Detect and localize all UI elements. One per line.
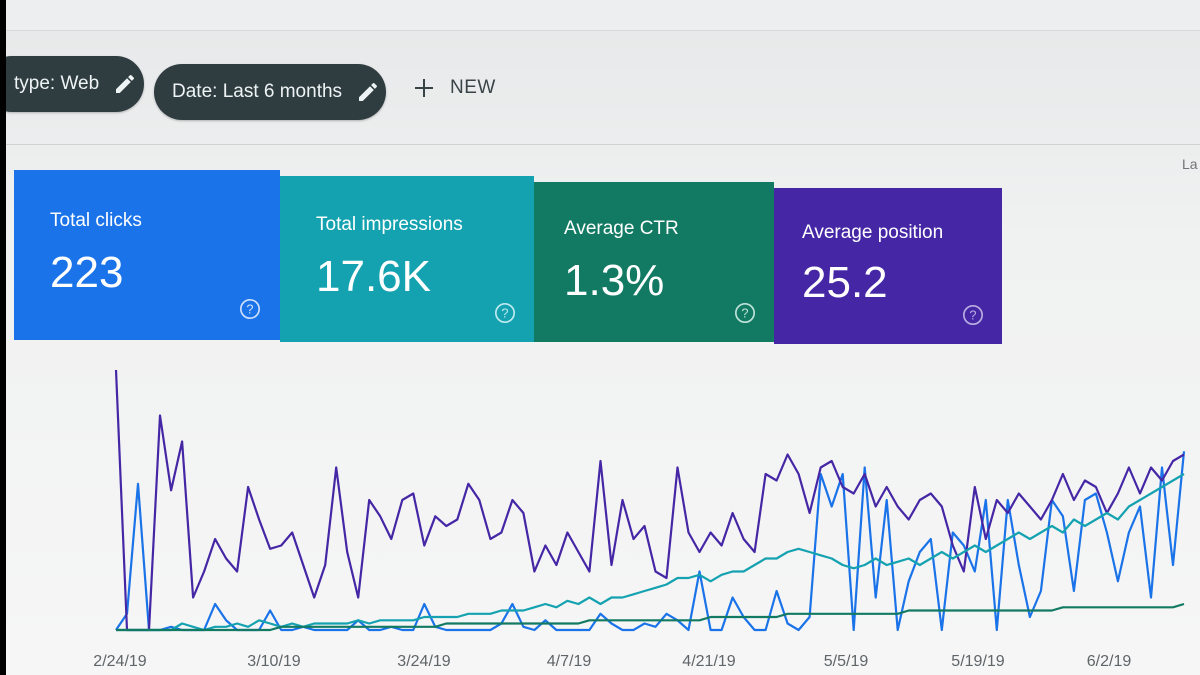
x-tick-label: 4/7/19 (547, 653, 592, 670)
last-updated-text: La (1182, 156, 1198, 172)
svg-text:?: ? (741, 306, 748, 321)
metric-label: Total clicks (50, 210, 142, 231)
svg-text:?: ? (969, 308, 976, 323)
x-tick-label: 4/21/19 (682, 653, 735, 670)
help-circle-icon[interactable]: ? (494, 302, 516, 324)
search-type-chip[interactable]: type: Web (6, 56, 144, 112)
toolbar-divider (6, 144, 1200, 145)
pencil-icon[interactable] (113, 72, 137, 96)
series-line-3 (116, 602, 1185, 632)
metric-cards: Total clicks 223 ? Total impressions 17.… (14, 170, 1014, 346)
help-circle-icon[interactable]: ? (962, 304, 984, 326)
metric-value: 223 (50, 248, 124, 297)
metric-value: 1.3% (564, 256, 665, 305)
x-tick-label: 6/2/19 (1087, 653, 1132, 670)
x-tick-label: 2/24/19 (93, 653, 146, 670)
performance-chart-svg: 2/24/19 3/10/19 3/24/19 4/7/19 4/21/19 5/5/19… (93, 369, 1186, 670)
new-filter-label: NEW (450, 77, 496, 98)
series-line-2 (116, 473, 1185, 632)
series-line-1 (114, 369, 1185, 632)
metric-value: 25.2 (802, 258, 888, 307)
filter-toolbar: type: Web Date: Last 6 months NEW La (6, 52, 1200, 172)
metric-label: Average CTR (564, 218, 679, 239)
metric-card-total-impressions[interactable]: Total impressions 17.6K ? (280, 176, 534, 342)
svg-text:?: ? (246, 302, 253, 317)
metric-value: 17.6K (316, 252, 431, 301)
series-line-0 (115, 451, 1186, 632)
pencil-icon[interactable] (356, 80, 380, 104)
new-filter-button[interactable]: NEW (412, 76, 496, 100)
metric-card-average-ctr[interactable]: Average CTR 1.3% ? (534, 182, 774, 342)
metric-label: Average position (802, 222, 944, 243)
top-bar (6, 0, 1200, 31)
browser-screen: type: Web Date: Last 6 months NEW La Tot… (6, 0, 1200, 675)
x-tick-label: 5/19/19 (951, 653, 1004, 670)
date-range-chip-label: Date: Last 6 months (172, 81, 343, 102)
x-tick-label: 5/5/19 (824, 653, 869, 670)
svg-text:?: ? (501, 306, 508, 321)
x-tick-label: 3/10/19 (247, 653, 300, 670)
performance-chart: 2/24/19 3/10/19 3/24/19 4/7/19 4/21/19 5/5/19… (6, 350, 1200, 675)
metric-card-average-position[interactable]: Average position 25.2 ? (774, 188, 1002, 344)
x-tick-label: 3/24/19 (397, 653, 450, 670)
help-circle-icon[interactable]: ? (239, 298, 261, 320)
metric-card-total-clicks[interactable]: Total clicks 223 ? (14, 170, 280, 340)
plus-icon (415, 79, 433, 97)
help-circle-icon[interactable]: ? (734, 302, 756, 324)
search-type-chip-label: type: Web (14, 73, 100, 94)
date-range-chip[interactable]: Date: Last 6 months (154, 64, 386, 120)
metric-label: Total impressions (316, 214, 463, 235)
